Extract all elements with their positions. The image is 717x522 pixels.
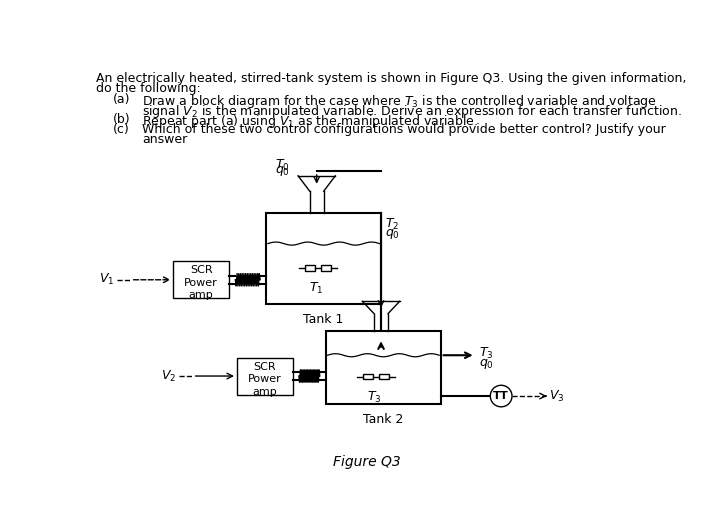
Text: answer: answer bbox=[143, 133, 188, 146]
Bar bbox=[364, 374, 374, 379]
Text: $T_0$: $T_0$ bbox=[275, 158, 290, 173]
Text: (b): (b) bbox=[113, 113, 130, 126]
Text: $T_3$: $T_3$ bbox=[479, 346, 493, 361]
Text: Which of these two control configurations would provide better control? Justify : Which of these two control configuration… bbox=[143, 123, 666, 136]
Bar bbox=[326, 330, 441, 404]
Text: Tank 2: Tank 2 bbox=[364, 413, 404, 426]
Text: (a): (a) bbox=[113, 93, 130, 105]
Text: $q_0$: $q_0$ bbox=[275, 163, 290, 177]
Text: $V_1$: $V_1$ bbox=[99, 272, 115, 287]
Text: Draw a block diagram for the case where $T_3$ is the controlled variable and vol: Draw a block diagram for the case where … bbox=[143, 93, 657, 110]
Text: $V_3$: $V_3$ bbox=[549, 388, 564, 404]
Text: signal $V_2$ is the manipulated variable. Derive an expression for each transfer: signal $V_2$ is the manipulated variable… bbox=[143, 103, 682, 120]
Text: Figure Q3: Figure Q3 bbox=[333, 455, 401, 469]
Text: An electrically heated, stirred-tank system is shown in Figure Q3. Using the giv: An electrically heated, stirred-tank sys… bbox=[96, 72, 686, 85]
Bar bbox=[320, 265, 331, 270]
Bar bbox=[237, 358, 293, 395]
Text: TT: TT bbox=[493, 391, 509, 401]
Text: $T_2$: $T_2$ bbox=[385, 217, 399, 232]
Text: Repeat part (a) using $V_1$ as the manipulated variable.: Repeat part (a) using $V_1$ as the manip… bbox=[143, 113, 478, 129]
Text: Tank 1: Tank 1 bbox=[303, 313, 344, 326]
Text: $q_0$: $q_0$ bbox=[385, 227, 400, 241]
Text: (c): (c) bbox=[113, 123, 130, 136]
Bar bbox=[266, 213, 381, 304]
Text: $V_2$: $V_2$ bbox=[161, 369, 176, 384]
Circle shape bbox=[490, 385, 512, 407]
Text: $T_3$: $T_3$ bbox=[367, 390, 381, 405]
Text: $q_0$: $q_0$ bbox=[479, 358, 493, 372]
Bar bbox=[174, 262, 229, 298]
Text: SCR
Power
amp: SCR Power amp bbox=[184, 266, 218, 300]
Text: do the following:: do the following: bbox=[96, 82, 201, 95]
Text: $T_1$: $T_1$ bbox=[309, 281, 323, 296]
Bar bbox=[379, 374, 389, 379]
Text: SCR
Power
amp: SCR Power amp bbox=[248, 362, 282, 397]
Bar bbox=[305, 265, 315, 270]
